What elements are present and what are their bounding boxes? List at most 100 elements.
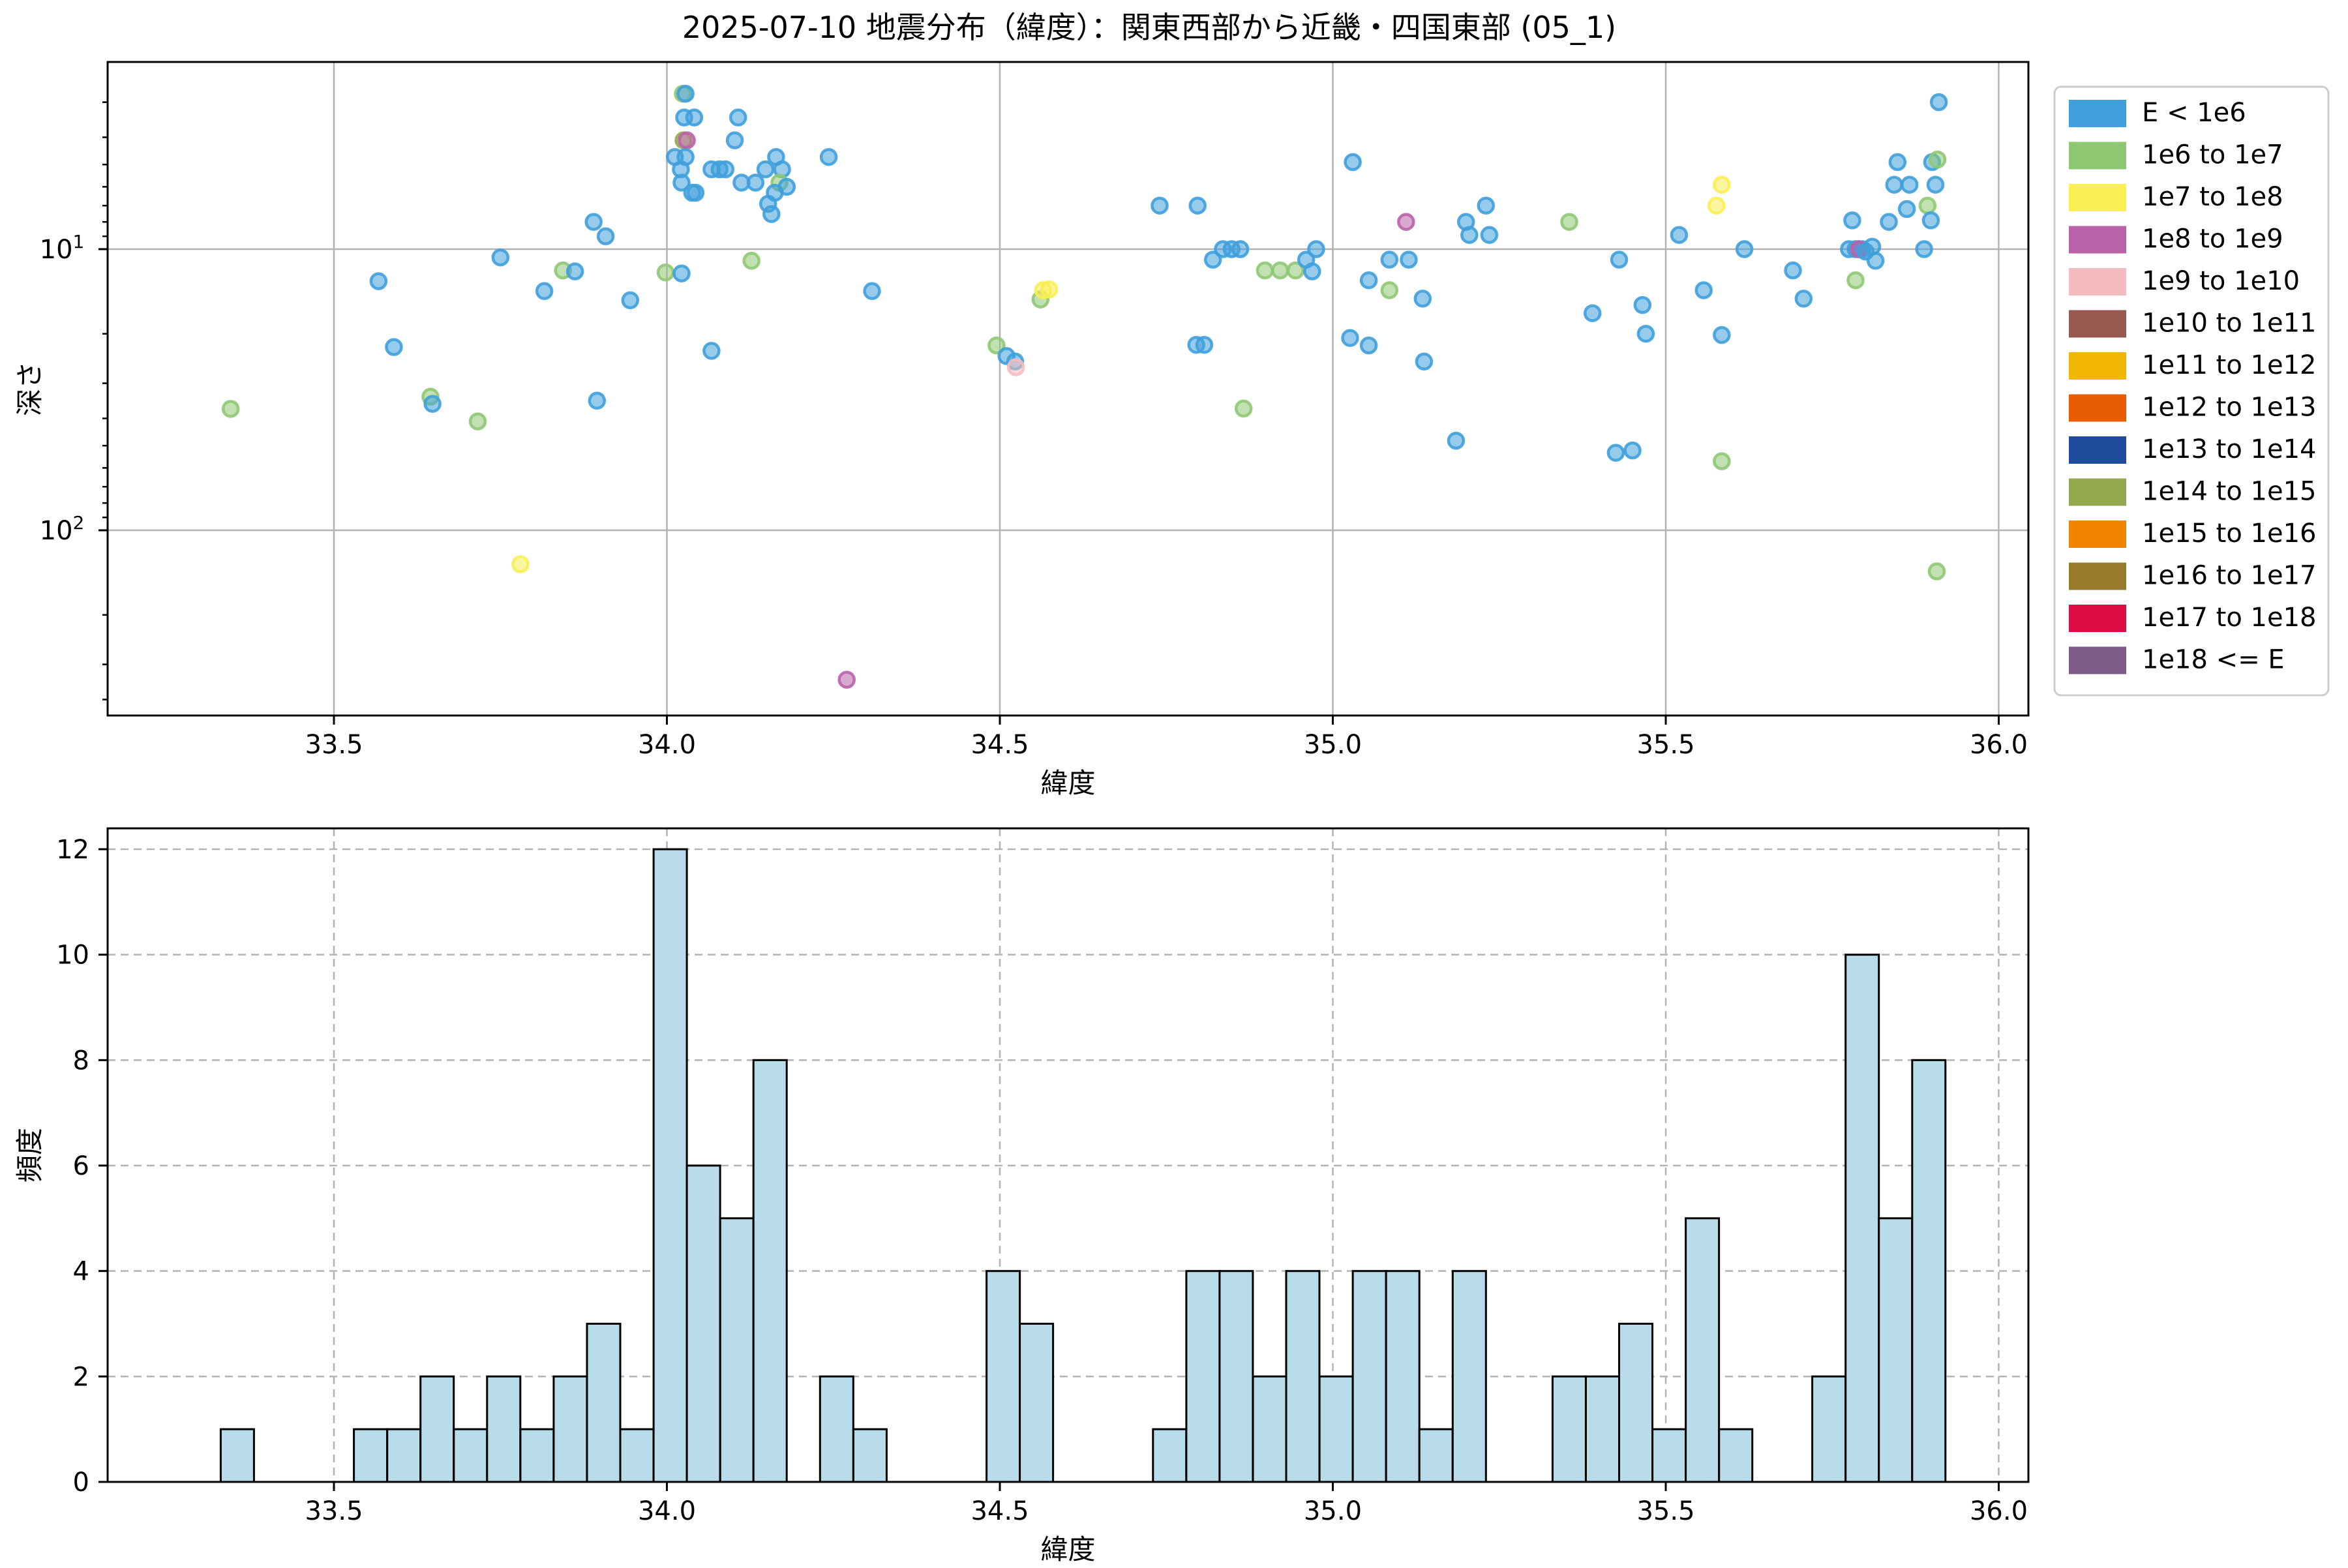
- scatter-point: [1888, 153, 1907, 172]
- scatter-point: [1921, 211, 1940, 230]
- scatter-point: [1713, 175, 1731, 194]
- scatter-point: [1359, 336, 1378, 355]
- legend: E < 1e6 1e6 to 1e7 1e7 to 1e8 1e8 to 1e9 1e9…: [2053, 85, 2330, 697]
- histogram-bar: [386, 1428, 422, 1483]
- histogram-bar: [685, 1164, 721, 1483]
- histogram-bar: [1685, 1217, 1721, 1483]
- histogram-bar: [752, 1059, 788, 1483]
- scatter-point: [1188, 196, 1207, 215]
- scatter-point: [1344, 153, 1362, 172]
- legend-swatch: [2069, 605, 2126, 632]
- scatter-point: [423, 395, 442, 413]
- histogram-bar: [719, 1217, 755, 1483]
- scatter-point: [716, 160, 735, 179]
- scatter-point: [1707, 196, 1726, 215]
- scatter-point: [1583, 304, 1602, 322]
- legend-entry: 1e8 to 1e9: [2069, 224, 2283, 254]
- legend-label: 1e11 to 1e12: [2142, 350, 2317, 380]
- histogram-bar: [1152, 1428, 1188, 1483]
- legend-swatch: [2069, 436, 2126, 464]
- scatter-point: [1271, 261, 1289, 280]
- scatter-point: [1477, 196, 1496, 215]
- legend-swatch: [2069, 142, 2126, 170]
- scatter-point: [1713, 452, 1731, 470]
- scatter-point: [1900, 175, 1919, 194]
- histogram-bar: [486, 1375, 522, 1483]
- scatter-point: [221, 400, 240, 418]
- legend-entry: 1e15 to 1e16: [2069, 519, 2317, 549]
- legend-label: 1e7 to 1e8: [2142, 182, 2283, 212]
- histogram-ticks: 33.5 34.0 34.5 35.0 35.5 36.0 0 2 4 6 8 10 12: [56, 835, 2028, 1526]
- legend-label: 1e17 to 1e18: [2142, 603, 2317, 633]
- scatter-point: [756, 160, 775, 179]
- legend-swatch: [2069, 226, 2126, 254]
- x-tick-label: 33.5: [305, 1496, 363, 1526]
- scatter-point: [1784, 261, 1802, 280]
- legend-label: 1e9 to 1e10: [2142, 266, 2300, 296]
- histogram-bar: [1585, 1375, 1620, 1483]
- scatter-point: [1413, 290, 1432, 308]
- scatter-point: [1480, 226, 1499, 244]
- x-tick-label: 34.5: [971, 1496, 1029, 1526]
- scatter-point: [672, 173, 691, 192]
- legend-label: 1e12 to 1e13: [2142, 393, 2317, 423]
- legend-swatch: [2069, 478, 2126, 506]
- histogram-bar: [1878, 1217, 1914, 1483]
- histogram-bar: [1418, 1428, 1454, 1483]
- scatter-point: [511, 555, 530, 573]
- scatter-point: [762, 205, 781, 223]
- legend-entry: 1e11 to 1e12: [2069, 350, 2317, 380]
- legend-swatch: [2069, 646, 2126, 674]
- histogram-ylabel: 頻度: [14, 1128, 46, 1183]
- legend-entry: 1e17 to 1e18: [2069, 603, 2317, 633]
- scatter-point: [1885, 175, 1903, 194]
- histogram-bar: [1618, 1323, 1653, 1483]
- scatter-frame: [106, 61, 2030, 717]
- scatter-point: [1929, 93, 1948, 112]
- histogram-bar: [619, 1428, 655, 1483]
- scatter-ylabel: 深さ: [14, 361, 46, 416]
- histogram-bar: [1844, 954, 1880, 1483]
- scatter-point: [1303, 262, 1321, 280]
- histogram-bar: [453, 1428, 489, 1483]
- scatter-point: [1195, 335, 1214, 354]
- scatter-point: [1006, 358, 1025, 376]
- legend-swatch: [2069, 520, 2126, 548]
- scatter-point: [1897, 200, 1916, 219]
- scatter-point: [1307, 240, 1325, 258]
- scatter-point: [987, 336, 1006, 355]
- legend-label: 1e8 to 1e9: [2142, 224, 2283, 254]
- scatter-point: [385, 338, 403, 356]
- histogram-bar: [1252, 1375, 1287, 1483]
- scatter-point: [678, 131, 696, 149]
- legend-entry: 1e18 <= E: [2069, 645, 2285, 675]
- histogram-bar: [1451, 1270, 1487, 1483]
- x-tick-label: 35.0: [1304, 1496, 1362, 1526]
- histogram-bar: [819, 1375, 854, 1483]
- scatter-point: [535, 282, 554, 301]
- scatter-point: [1400, 250, 1418, 269]
- scatter-point: [746, 173, 765, 192]
- scatter-point: [1606, 444, 1625, 462]
- scatter-point: [863, 282, 881, 301]
- histogram-bar: [1019, 1323, 1055, 1483]
- scatter-point: [1447, 431, 1466, 450]
- x-tick-label: 34.5: [971, 730, 1029, 760]
- scatter-point: [1286, 261, 1305, 280]
- x-tick-label: 35.5: [1636, 1496, 1694, 1526]
- histogram-bar: [219, 1428, 255, 1483]
- x-tick-label: 34.0: [638, 730, 696, 760]
- scatter-point: [1863, 237, 1882, 256]
- scatter-point: [588, 391, 607, 410]
- histogram-bar: [552, 1375, 588, 1483]
- axes-spine: [106, 827, 2030, 1483]
- histogram-bar: [852, 1428, 888, 1483]
- x-tick-label: 35.0: [1304, 730, 1362, 760]
- scatter-point: [1633, 295, 1652, 314]
- histogram-bar: [1218, 1270, 1254, 1483]
- scatter-point: [742, 252, 760, 270]
- legend-swatch: [2069, 352, 2126, 380]
- histogram-bar: [519, 1428, 555, 1483]
- scatter-point: [1397, 213, 1415, 231]
- scatter-point: [1341, 329, 1359, 347]
